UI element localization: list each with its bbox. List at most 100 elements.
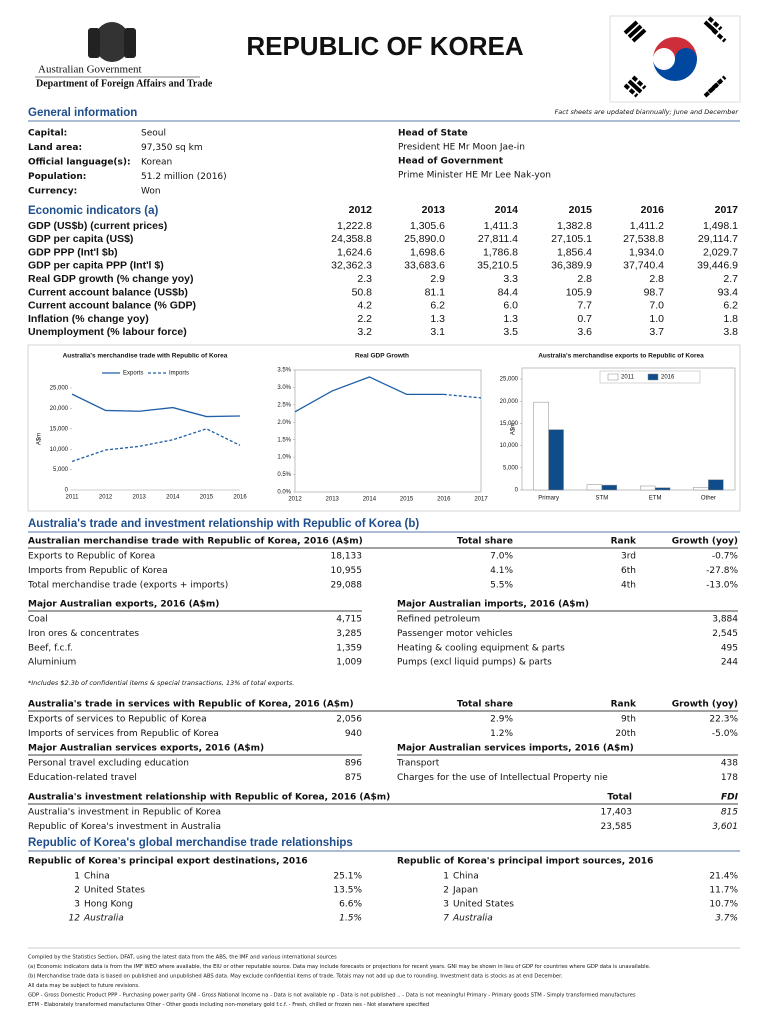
x-tick-label: 2013 — [133, 495, 147, 501]
indicator-value: 1,786.8 — [483, 246, 518, 258]
y-tick-label: 20,000 — [500, 399, 519, 405]
y-axis-label: A$m — [511, 423, 517, 435]
indicator-value: 2,029.7 — [703, 246, 738, 258]
list-value: 244 — [721, 658, 738, 668]
org-name: Australian Government — [38, 64, 142, 76]
indicator-value: 1,411.3 — [484, 220, 518, 232]
table-cell: Republic of Korea's investment in Austra… — [28, 822, 221, 832]
indicator-value: 4.2 — [357, 300, 372, 312]
table-cell: 3rd — [621, 552, 636, 562]
list-item: Personal travel excluding education — [28, 759, 189, 769]
info-value: Won — [141, 187, 161, 197]
indicator-value: 1,856.4 — [557, 246, 592, 258]
rank: 3 — [443, 900, 449, 910]
info-value: Korean — [141, 158, 172, 168]
year-header: 2016 — [641, 204, 665, 216]
list-value: 3,285 — [336, 629, 362, 639]
indicator-label: Current account balance (% GDP) — [28, 300, 196, 312]
list-item: Aluminium — [28, 658, 76, 668]
share: 10.7% — [709, 900, 738, 910]
rank: 12 — [69, 914, 81, 924]
y-tick-label: 25,000 — [500, 377, 519, 383]
bar — [586, 484, 603, 491]
legend-label: 2011 — [621, 375, 635, 381]
footnote: All data may be subject to future revisi… — [28, 983, 140, 989]
rank: 7 — [443, 914, 449, 924]
table-cell: 940 — [345, 729, 362, 739]
x-tick-label: Other — [701, 496, 716, 502]
share: 13.5% — [333, 886, 362, 896]
table-cell: 3,601 — [712, 822, 738, 832]
indicator-value: 3.7 — [649, 326, 664, 338]
chart-title: Australia's merchandise trade with Repub… — [63, 353, 228, 360]
indicator-value: 3.2 — [357, 326, 372, 338]
x-tick-label: ETM — [649, 496, 662, 502]
indicator-value: 7.7 — [577, 300, 592, 312]
list-item: Education-related travel — [28, 773, 137, 783]
table-cell: 10,955 — [331, 566, 363, 576]
table-header: Total — [607, 793, 632, 803]
list-title: Republic of Korea's principal export des… — [28, 857, 308, 867]
flag — [609, 15, 741, 103]
indicator-value: 2.7 — [723, 273, 738, 285]
info-label: Official language(s): — [28, 158, 131, 168]
indicator-value: 33,683.6 — [404, 260, 445, 272]
table-cell: Exports of services to Republic of Korea — [28, 715, 207, 725]
indicator-value: 24,358.8 — [331, 233, 372, 245]
x-tick-label: STM — [596, 496, 609, 502]
table-cell: 17,403 — [601, 808, 633, 818]
y-tick-label: 3.0% — [277, 385, 291, 391]
indicator-value: 1,698.6 — [410, 246, 445, 258]
indicator-label: GDP PPP (Int'l $b) — [28, 246, 118, 258]
table-cell: -5.0% — [712, 729, 739, 739]
table-header: Total share — [457, 537, 513, 547]
rank: 1 — [74, 872, 80, 882]
x-tick-label: 2011 — [66, 495, 80, 501]
list-item: Heating & cooling equipment & parts — [397, 643, 565, 653]
data-line — [71, 428, 241, 463]
indicator-value: 1.3 — [430, 313, 445, 325]
x-tick-label: 2016 — [437, 497, 451, 503]
footnote: GDP - Gross Domestic Product PPP - Purch… — [28, 993, 636, 999]
footnote: *Includes $2.3b of confidential items & … — [28, 679, 294, 687]
share: 25.1% — [333, 872, 362, 882]
data-line — [443, 393, 482, 399]
list-item: Pumps (excl liquid pumps) & parts — [397, 658, 552, 668]
org-department: Department of Foreign Affairs and Trade — [36, 78, 213, 89]
info-label: Capital: — [28, 129, 67, 139]
table-header: Rank — [611, 537, 637, 547]
table-cell: Imports of services from Republic of Kor… — [28, 729, 219, 739]
share: 11.7% — [709, 886, 738, 896]
list-item: Iron ores & concentrates — [28, 629, 139, 639]
table-cell: 1.2% — [490, 729, 513, 739]
chart-title: Australia's merchandise exports to Repub… — [538, 353, 704, 360]
partner: United States — [84, 886, 145, 896]
indicator-value: 1,411.2 — [630, 220, 664, 232]
table-cell: 2,056 — [336, 715, 362, 725]
section-heading: Australia's trade and investment relatio… — [28, 518, 419, 530]
section-heading: Republic of Korea's global merchandise t… — [28, 837, 353, 849]
rank: 3 — [74, 900, 80, 910]
plot-frame — [294, 369, 482, 493]
update-note: Fact sheets are updated biannually; June… — [555, 108, 740, 116]
chart-title: Real GDP Growth — [355, 353, 409, 360]
year-header: 2014 — [495, 204, 519, 216]
list-title: Major Australian services imports, 2016 … — [397, 744, 634, 754]
footnote: (b) Merchandise trade data is based on p… — [28, 974, 563, 980]
indicator-value: 6.0 — [503, 300, 518, 312]
list-title: Major Australian imports, 2016 (A$m) — [397, 600, 589, 610]
table-cell: 23,585 — [601, 822, 633, 832]
table-cell: 6th — [621, 566, 636, 576]
indicator-value: 1,498.1 — [703, 220, 738, 232]
table-cell: 18,133 — [331, 552, 363, 562]
y-tick-label: 2.0% — [277, 420, 291, 426]
indicator-value: 1.8 — [723, 313, 738, 325]
plot-frame — [521, 367, 736, 491]
list-title: Major Australian exports, 2016 (A$m) — [28, 600, 219, 610]
list-value: 896 — [345, 759, 362, 769]
indicator-value: 27,811.4 — [478, 233, 518, 245]
x-tick-label: Primary — [538, 496, 559, 502]
y-tick-label: 0 — [515, 488, 519, 494]
legend-swatch — [647, 373, 659, 381]
